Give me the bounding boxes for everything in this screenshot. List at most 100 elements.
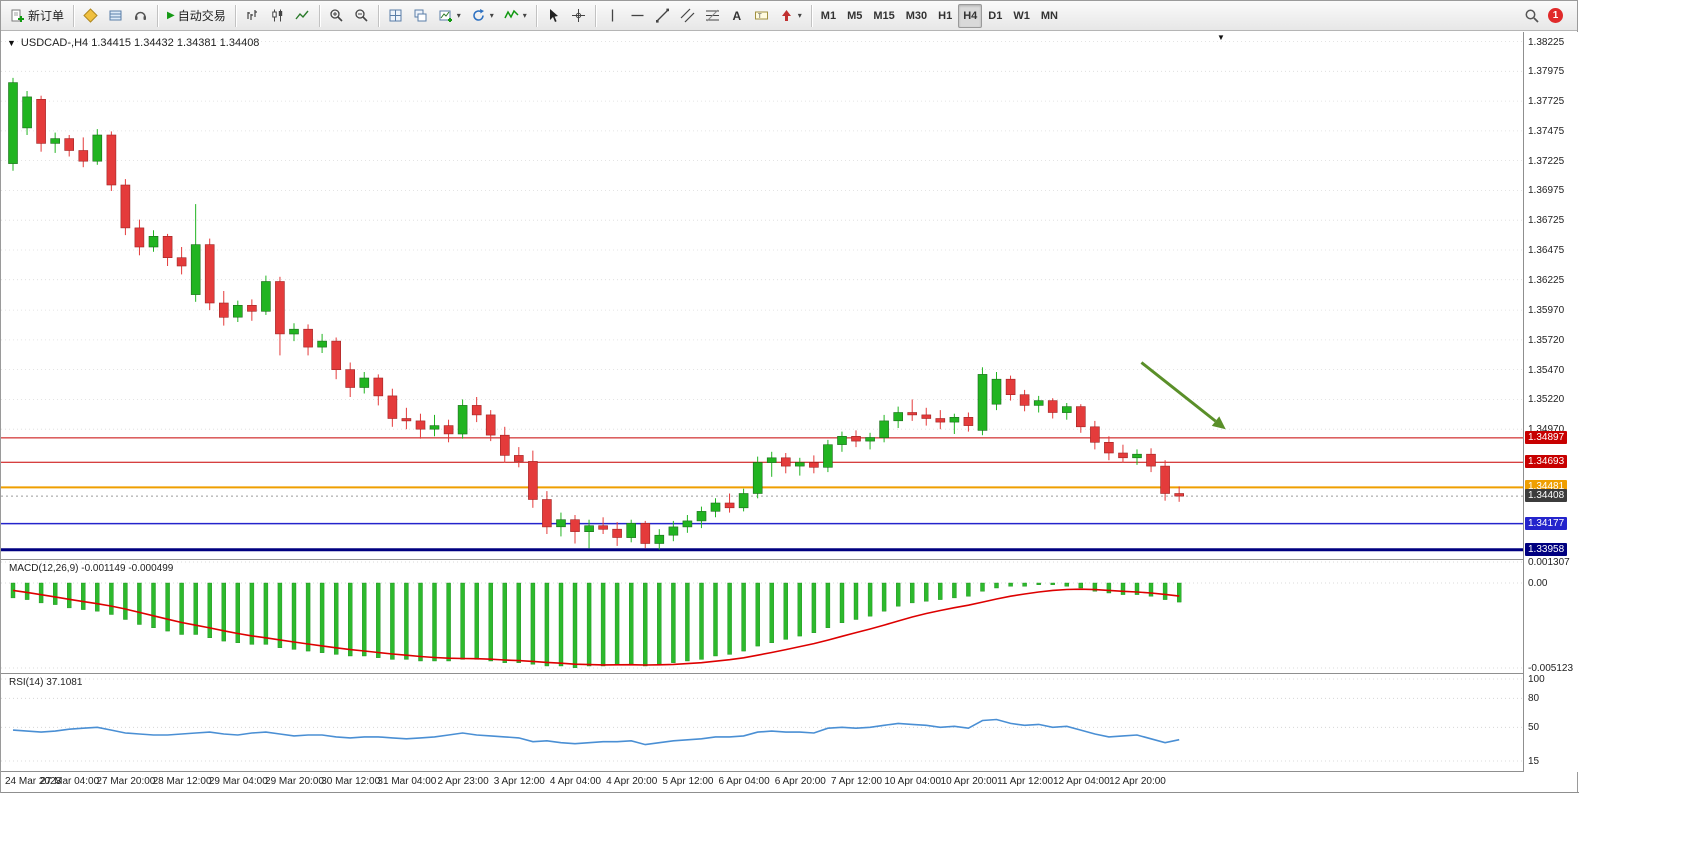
price-tick-label: 1.36475 <box>1528 244 1565 256</box>
timeframe-label: M15 <box>873 9 895 22</box>
macd-scale-label: -0.005123 <box>1528 663 1574 675</box>
equidistant-channel-icon <box>680 8 695 23</box>
time-axis-label: 29 Mar 20:00 <box>265 776 324 787</box>
cursor-icon <box>549 9 558 22</box>
fibonacci-tool-button[interactable] <box>700 4 725 28</box>
toolbar: 新订单 ▶ 自动交易 <box>1 1 1577 31</box>
candlestick-chart-button[interactable] <box>265 4 290 28</box>
timeframe-button-mn[interactable]: MN <box>1036 4 1063 28</box>
panel-separator[interactable] <box>1 673 1579 674</box>
zoom-in-button[interactable] <box>324 4 349 28</box>
arrows-tool-button[interactable]: ▾ <box>774 4 807 28</box>
time-axis-label: 6 Apr 04:00 <box>718 776 770 787</box>
horizontal-line-tool-button[interactable] <box>625 4 650 28</box>
zoom-out-button[interactable] <box>349 4 374 28</box>
time-axis-label: 3 Apr 12:00 <box>493 776 545 787</box>
text-label-icon: T <box>754 11 768 20</box>
rsi-scale-label: 50 <box>1528 722 1540 734</box>
main-chart-panel[interactable] <box>1 32 1523 559</box>
new-chart-button[interactable]: ▾ <box>433 4 466 28</box>
timeframe-button-m15[interactable]: M15 <box>868 4 899 28</box>
time-axis-label: 5 Apr 12:00 <box>662 776 714 787</box>
time-axis[interactable]: 24 Mar 2023 27 Mar 04:00 27 Mar 20:00 28 Ma… <box>1 772 1523 792</box>
tile-windows-icon <box>389 9 402 22</box>
price-tick-label: 1.35720 <box>1528 334 1565 346</box>
time-axis-label: 30 Mar 12:00 <box>321 776 381 787</box>
cascade-windows-icon <box>414 9 427 22</box>
price-tick-label: 1.36725 <box>1528 215 1565 227</box>
profiles-button[interactable]: ▾ <box>466 4 499 28</box>
indicators-button[interactable]: ▾ <box>499 4 532 28</box>
autotrading-button[interactable]: ▶ 自动交易 <box>162 4 231 28</box>
timeframe-button-w1[interactable]: W1 <box>1008 4 1035 28</box>
rsi-scale-label: 100 <box>1528 674 1545 685</box>
timeframe-button-h1[interactable]: H1 <box>933 4 957 28</box>
crosshair-icon <box>571 9 585 22</box>
timeframe-button-m5[interactable]: M5 <box>842 4 867 28</box>
dropdown-caret-icon: ▾ <box>797 11 802 20</box>
journal-icon <box>109 10 122 21</box>
indicators-icon <box>504 9 519 19</box>
chart-shift-marker[interactable]: ▼ <box>1217 33 1225 42</box>
fibonacci-icon <box>705 9 719 22</box>
panel-separator <box>1 792 1579 793</box>
support-button[interactable] <box>128 4 153 28</box>
price-line-label: 1.34408 <box>1525 489 1568 503</box>
tile-windows-button[interactable] <box>383 4 408 28</box>
rsi-scale-label: 15 <box>1528 756 1540 768</box>
toolbar-separator <box>535 4 537 27</box>
trendline-icon <box>655 8 669 23</box>
new-order-icon <box>11 9 24 22</box>
rsi-indicator-label: RSI(14) 37.1081 <box>9 677 83 688</box>
zoom-in-icon <box>330 9 343 22</box>
timeframe-button-h4[interactable]: H4 <box>958 3 983 28</box>
price-grid <box>1 41 1523 430</box>
metaeditor-button[interactable] <box>78 4 103 28</box>
crosshair-tool-button[interactable] <box>566 4 591 28</box>
one-click-trading-toggle[interactable]: ▼ <box>7 38 16 48</box>
cascade-windows-button[interactable] <box>408 4 433 28</box>
price-line-label: 1.33958 <box>1525 542 1568 556</box>
journal-button[interactable] <box>103 4 128 28</box>
toolbar-separator <box>377 4 379 27</box>
price-line-label: 1.34177 <box>1525 516 1568 530</box>
search-icon[interactable] <box>1524 8 1540 24</box>
horizontal-level-lines[interactable] <box>1 437 1523 552</box>
time-axis-label: 29 Mar 04:00 <box>208 776 268 787</box>
time-axis-label: 12 Apr 04:00 <box>1052 776 1110 787</box>
text-label-tool-button[interactable]: T <box>749 4 774 28</box>
timeframe-button-d1[interactable]: D1 <box>983 4 1007 28</box>
new-order-button[interactable]: 新订单 <box>5 4 69 28</box>
timeframe-label: M5 <box>847 9 863 22</box>
notification-badge[interactable]: 1 <box>1548 8 1563 23</box>
rsi-panel[interactable] <box>1 675 1523 771</box>
line-chart-button[interactable] <box>290 4 315 28</box>
cursor-tool-button[interactable] <box>541 4 566 28</box>
macd-panel[interactable] <box>1 561 1523 673</box>
price-scale[interactable]: 1.38225 1.37975 1.37725 1.37475 1.37225 1.369… <box>1523 32 1579 772</box>
channel-tool-button[interactable] <box>675 4 700 28</box>
trend-arrow-annotation[interactable] <box>1140 361 1226 430</box>
line-chart-icon <box>295 10 309 20</box>
time-axis-label: 27 Mar 04:00 <box>40 776 100 787</box>
vertical-line-tool-button[interactable] <box>600 4 625 28</box>
price-line-label: 1.34897 <box>1525 430 1568 444</box>
candlestick-chart[interactable] <box>1 32 1523 559</box>
autotrading-play-icon: ▶ <box>167 10 175 21</box>
price-tick-label: 1.35220 <box>1528 394 1565 406</box>
timeframe-button-m1[interactable]: M1 <box>816 4 841 28</box>
chart-title-text: USDCAD-,H4 1.34415 1.34432 1.34381 1.344… <box>20 37 260 49</box>
time-axis-label: 4 Apr 04:00 <box>549 776 602 787</box>
toolbar-separator <box>157 4 159 27</box>
chart-title: ▼ USDCAD-,H4 1.34415 1.34432 1.34381 1.3… <box>7 37 259 49</box>
candlestick-series <box>8 77 1184 550</box>
timeframe-group: M1 M5 M15 M30 H1 H4 D1 W1 MN <box>816 3 1063 28</box>
text-tool-button[interactable]: A <box>732 8 742 23</box>
timeframe-button-m30[interactable]: M30 <box>901 4 932 28</box>
price-tick-label: 1.37225 <box>1528 155 1565 167</box>
trendline-tool-button[interactable] <box>650 4 675 28</box>
toolbar-right: 1 <box>1524 8 1573 24</box>
bar-chart-button[interactable] <box>240 4 265 28</box>
panel-separator[interactable] <box>1 559 1579 560</box>
price-line-label: 1.34693 <box>1525 455 1568 469</box>
